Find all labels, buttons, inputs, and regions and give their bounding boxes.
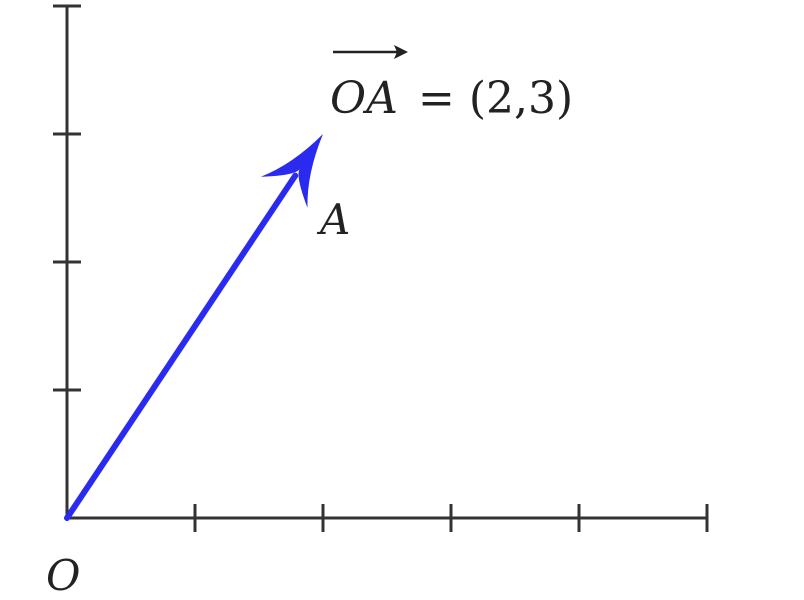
point-a-label: A [316,195,350,244]
origin-label: O [46,551,80,600]
vector-arrowhead [260,134,323,208]
vector-equation: OA = (2,3) [330,45,573,124]
vector-name: OA [330,73,398,124]
axes [53,4,709,532]
vector-coordinates: = (2,3) [418,73,573,124]
overarrow-head-icon [394,45,408,59]
vector-oa [64,134,323,521]
vector-shaft [64,172,299,521]
